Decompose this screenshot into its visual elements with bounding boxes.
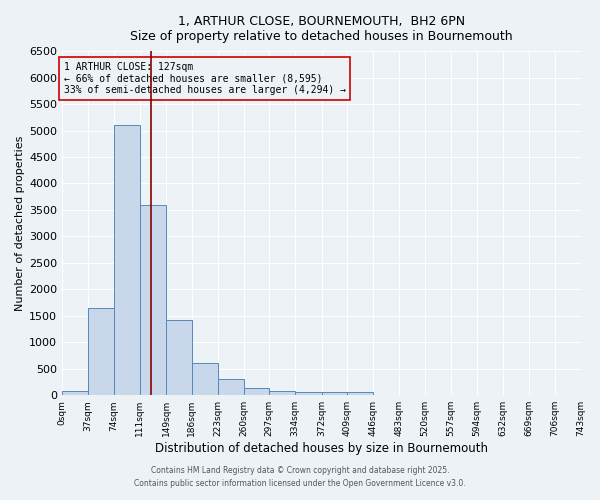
Bar bbox=[295, 392, 322, 395]
Bar bbox=[62, 391, 88, 395]
X-axis label: Distribution of detached houses by size in Bournemouth: Distribution of detached houses by size … bbox=[155, 442, 488, 455]
Bar bbox=[140, 204, 166, 395]
Bar bbox=[88, 308, 114, 395]
Text: Contains HM Land Registry data © Crown copyright and database right 2025.
Contai: Contains HM Land Registry data © Crown c… bbox=[134, 466, 466, 487]
Bar bbox=[114, 125, 140, 395]
Bar bbox=[218, 380, 244, 395]
Title: 1, ARTHUR CLOSE, BOURNEMOUTH,  BH2 6PN
Size of property relative to detached hou: 1, ARTHUR CLOSE, BOURNEMOUTH, BH2 6PN Si… bbox=[130, 15, 512, 43]
Bar bbox=[192, 364, 218, 395]
Bar bbox=[322, 392, 347, 395]
Text: 1 ARTHUR CLOSE: 127sqm
← 66% of detached houses are smaller (8,595)
33% of semi-: 1 ARTHUR CLOSE: 127sqm ← 66% of detached… bbox=[64, 62, 346, 95]
Bar bbox=[244, 388, 269, 395]
Y-axis label: Number of detached properties: Number of detached properties bbox=[15, 136, 25, 311]
Bar bbox=[166, 320, 192, 395]
Bar bbox=[347, 392, 373, 395]
Bar bbox=[269, 391, 295, 395]
